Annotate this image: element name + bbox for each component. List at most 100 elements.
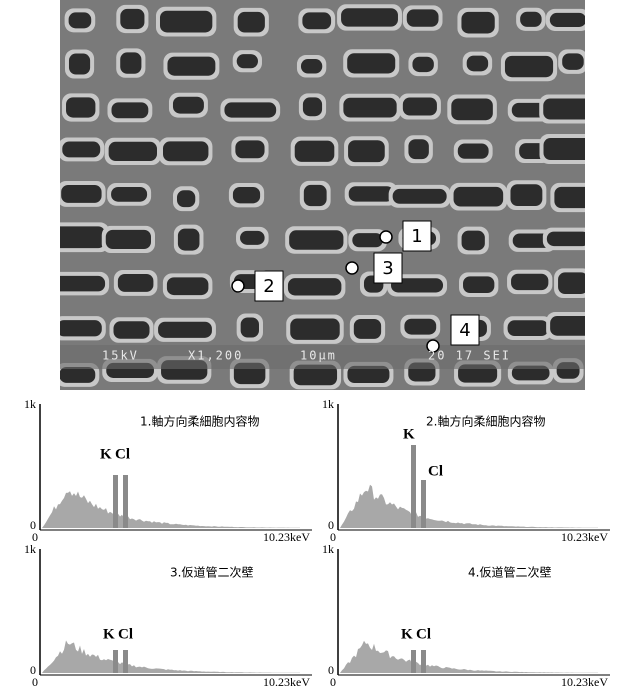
cell-lumen [238, 12, 265, 33]
cell-lumen [510, 184, 542, 206]
cell-lumen [111, 102, 148, 118]
cell-lumen [404, 319, 436, 335]
cell-lumen [120, 9, 144, 29]
spectrum [340, 485, 598, 528]
cell-lumen [160, 11, 212, 33]
peak-label: K [100, 446, 112, 462]
peak [113, 475, 118, 528]
y-top-label: 1k [322, 542, 334, 556]
cell-lumen [177, 190, 195, 207]
x-left-label: 0 [330, 675, 336, 689]
marker-label: 1 [411, 226, 422, 247]
cell-lumen [178, 229, 200, 251]
x-right-label: 10.23keV [561, 675, 608, 689]
spectrum-panel: 1k0010.23keV4.仮道管二次壁KCl [322, 542, 610, 689]
cell-lumen [167, 277, 208, 295]
cell-lumen [289, 230, 343, 249]
y-top-label: 1k [24, 542, 36, 556]
cell-lumen [158, 322, 212, 338]
cell-lumen [288, 278, 341, 295]
cell-lumen [407, 9, 439, 26]
sem-image [45, 0, 604, 390]
peak [421, 650, 426, 673]
cell-lumen [520, 12, 541, 27]
cell-lumen [462, 231, 485, 251]
peak-label: K [403, 426, 415, 442]
cell-lumen [61, 185, 101, 203]
point [232, 280, 244, 292]
cell-lumen [167, 57, 215, 76]
point [380, 231, 392, 243]
cell-lumen [508, 320, 549, 336]
cell-lumen [113, 321, 149, 339]
cell-lumen [505, 56, 553, 77]
cell-lumen [562, 53, 584, 69]
peak-label: Cl [428, 463, 443, 479]
cell-lumen [341, 8, 398, 26]
cell-lumen [348, 140, 385, 162]
spectrum [340, 641, 598, 673]
cell-lumen [301, 59, 322, 74]
cell-lumen [50, 226, 106, 248]
peak [113, 650, 118, 673]
spectrum [42, 491, 300, 528]
cell-lumen [241, 317, 259, 337]
cell-lumen [237, 54, 258, 68]
cell-lumen [451, 98, 493, 120]
cell-lumen [550, 13, 586, 27]
cell-lumen [343, 98, 396, 118]
y-top-label: 1k [24, 397, 36, 411]
cell-lumen [69, 12, 92, 28]
cell-lumen [403, 97, 437, 115]
cell-lumen [173, 97, 204, 114]
cell-lumen [295, 141, 335, 162]
cell-lumen [118, 274, 154, 292]
peak [123, 475, 128, 528]
cell-lumen [106, 230, 151, 249]
peak [411, 650, 416, 673]
cell-lumen [240, 231, 265, 245]
x-right-label: 10.23keV [561, 530, 608, 544]
cell-lumen [543, 99, 599, 120]
cell-lumen [408, 139, 428, 159]
cell-lumen [550, 316, 595, 336]
cell-lumen [59, 367, 95, 383]
cell-lumen [467, 56, 488, 72]
cell-lumen [558, 272, 588, 294]
cell-lumen [554, 187, 595, 208]
cell-lumen [109, 142, 157, 161]
marker-label: 2 [263, 276, 274, 297]
cell-lumen [224, 102, 276, 117]
panel-title: 2.軸方向柔細胞内容物 [426, 414, 545, 429]
cell-lumen [66, 97, 95, 117]
cell-lumen [547, 232, 590, 247]
cell-lumen [62, 142, 100, 158]
x-left-label: 0 [32, 675, 38, 689]
peak-label: Cl [416, 626, 431, 642]
x-right-label: 10.23keV [263, 675, 310, 689]
panel-title: 1.軸方向柔細胞内容物 [140, 414, 259, 429]
figure: 1k0010.23keV1.軸方向柔細胞内容物KCl1k0010.23keV2.… [0, 0, 624, 698]
cell-lumen [49, 276, 105, 292]
cell-lumen [349, 186, 394, 201]
cell-lumen [511, 274, 548, 290]
cell-lumen [544, 138, 596, 160]
spectrum [42, 640, 300, 673]
cell-lumen [69, 54, 90, 75]
info-text: X1,200 [188, 349, 243, 363]
spectrum-panel: 1k0010.23keV3.仮道管二次壁KCl [24, 542, 312, 689]
cell-lumen [454, 187, 504, 207]
cell-lumen [303, 97, 322, 116]
info-text: 15kV [102, 349, 139, 363]
peak [421, 480, 426, 528]
panel-title: 4.仮道管二次壁 [468, 565, 551, 580]
cell-lumen [347, 53, 395, 73]
cell-lumen [412, 57, 433, 72]
spectrum-panel: 1k0010.23keV2.軸方向柔細胞内容物KCl [322, 397, 610, 544]
cell-lumen [290, 319, 339, 340]
cell-lumen [120, 52, 141, 73]
peak [123, 650, 128, 673]
marker-label: 3 [382, 258, 393, 279]
